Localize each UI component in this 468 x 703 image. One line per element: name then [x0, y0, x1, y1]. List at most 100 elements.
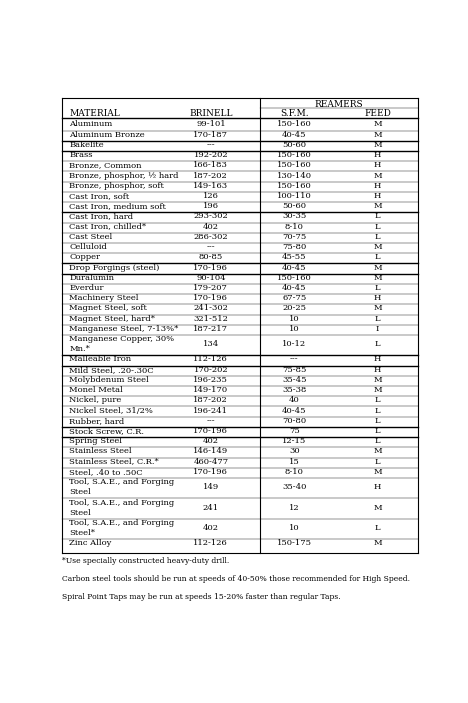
Text: L: L	[375, 427, 380, 435]
Text: L: L	[375, 458, 380, 465]
Text: I: I	[376, 325, 380, 333]
Text: Mild Steel, .20-.30C: Mild Steel, .20-.30C	[69, 366, 154, 374]
Text: Tool, S.A.E., and Forging: Tool, S.A.E., and Forging	[69, 498, 175, 507]
Text: M: M	[373, 539, 382, 548]
Text: 45-55: 45-55	[282, 253, 307, 262]
Text: 75-85: 75-85	[282, 366, 307, 374]
Text: 187-202: 187-202	[193, 396, 228, 404]
Text: 40-45: 40-45	[282, 284, 307, 292]
Text: M: M	[373, 141, 382, 149]
Text: 70-75: 70-75	[282, 233, 307, 241]
Text: 75-80: 75-80	[282, 243, 307, 251]
Text: 10: 10	[289, 315, 300, 323]
Text: Aluminum: Aluminum	[69, 120, 113, 129]
Text: M: M	[373, 304, 382, 312]
Text: 12: 12	[289, 503, 300, 512]
Text: M: M	[373, 376, 382, 384]
Text: 149-170: 149-170	[193, 386, 228, 394]
Text: 130-140: 130-140	[277, 172, 312, 179]
Text: Steel: Steel	[69, 489, 91, 496]
Text: Cast Iron, hard: Cast Iron, hard	[69, 212, 133, 221]
Text: 402: 402	[203, 437, 219, 445]
Text: 150-160: 150-160	[277, 151, 312, 159]
Text: 170-187: 170-187	[193, 131, 228, 138]
Text: 149-163: 149-163	[193, 182, 228, 190]
Text: 170-196: 170-196	[193, 427, 228, 435]
Text: Machinery Steel: Machinery Steel	[69, 294, 139, 302]
Text: Duralumin: Duralumin	[69, 273, 114, 282]
Text: 196-241: 196-241	[193, 406, 228, 415]
Text: Tool, S.A.E., and Forging: Tool, S.A.E., and Forging	[69, 478, 175, 486]
Text: 179-207: 179-207	[193, 284, 228, 292]
Text: M: M	[373, 120, 382, 129]
Text: Stainless Steel: Stainless Steel	[69, 447, 132, 456]
Text: L: L	[375, 340, 380, 348]
Text: 126: 126	[203, 192, 219, 200]
Text: BRINELL: BRINELL	[189, 109, 233, 118]
Text: Steel*: Steel*	[69, 529, 95, 537]
Text: L: L	[375, 396, 380, 404]
Text: 187-202: 187-202	[193, 172, 228, 179]
Text: Aluminum Bronze: Aluminum Bronze	[69, 131, 145, 138]
Text: 286-302: 286-302	[194, 233, 228, 241]
Text: L: L	[375, 315, 380, 323]
Text: Carbon steel tools should be run at speeds of 40-50% those recommended for High : Carbon steel tools should be run at spee…	[62, 575, 410, 583]
Text: Monel Metal: Monel Metal	[69, 386, 123, 394]
Text: Steel: Steel	[69, 509, 91, 517]
Text: 40-45: 40-45	[282, 264, 307, 271]
Text: Brass: Brass	[69, 151, 93, 159]
Text: 112-126: 112-126	[193, 356, 228, 363]
Text: Celluloid: Celluloid	[69, 243, 107, 251]
Text: H: H	[374, 294, 381, 302]
Text: 150-160: 150-160	[277, 182, 312, 190]
Text: Stock Screw, C.R.: Stock Screw, C.R.	[69, 427, 145, 435]
Text: 15: 15	[289, 458, 300, 465]
Text: REAMERS: REAMERS	[314, 100, 363, 108]
Text: L: L	[375, 406, 380, 415]
Text: M: M	[373, 243, 382, 251]
Text: 99-101: 99-101	[196, 120, 226, 129]
Text: 192-202: 192-202	[194, 151, 228, 159]
Text: Bronze, phosphor, soft: Bronze, phosphor, soft	[69, 182, 164, 190]
Text: 67-75: 67-75	[282, 294, 307, 302]
Text: Cast Iron, medium soft: Cast Iron, medium soft	[69, 202, 166, 210]
Text: Nickel, pure: Nickel, pure	[69, 396, 122, 404]
Text: 12-15: 12-15	[282, 437, 307, 445]
Text: Spring Steel: Spring Steel	[69, 437, 122, 445]
Text: L: L	[375, 284, 380, 292]
Text: Copper: Copper	[69, 253, 100, 262]
Text: Spiral Point Taps may be run at speeds 15-20% faster than regular Taps.: Spiral Point Taps may be run at speeds 1…	[62, 593, 341, 600]
Text: Molybdenum Steel: Molybdenum Steel	[69, 376, 149, 384]
Text: 20-25: 20-25	[282, 304, 306, 312]
Text: Everdur: Everdur	[69, 284, 104, 292]
Text: M: M	[373, 447, 382, 456]
Text: Manganese Steel, 7-13%*: Manganese Steel, 7-13%*	[69, 325, 179, 333]
Text: Cast Iron, soft: Cast Iron, soft	[69, 192, 130, 200]
Text: 402: 402	[203, 524, 219, 532]
Text: Bakelite: Bakelite	[69, 141, 104, 149]
Text: Cast Steel: Cast Steel	[69, 233, 113, 241]
Text: 170-196: 170-196	[193, 468, 228, 476]
Text: H: H	[374, 366, 381, 374]
Text: 35-45: 35-45	[282, 376, 307, 384]
Text: Steel, .40 to .50C: Steel, .40 to .50C	[69, 468, 143, 476]
Text: ---: ---	[206, 141, 215, 149]
Text: L: L	[375, 253, 380, 262]
Text: Tool, S.A.E., and Forging: Tool, S.A.E., and Forging	[69, 519, 175, 527]
Text: 70-80: 70-80	[282, 417, 307, 425]
Text: ---: ---	[206, 417, 215, 425]
Text: L: L	[375, 417, 380, 425]
Text: 40-45: 40-45	[282, 406, 307, 415]
Text: M: M	[373, 386, 382, 394]
Text: M: M	[373, 264, 382, 271]
Text: 293-302: 293-302	[193, 212, 228, 221]
Text: 75: 75	[289, 427, 300, 435]
Text: 196-235: 196-235	[193, 376, 228, 384]
Text: FEED: FEED	[364, 109, 391, 118]
Text: H: H	[374, 192, 381, 200]
Text: L: L	[375, 233, 380, 241]
Text: Bronze, Common: Bronze, Common	[69, 161, 142, 169]
Text: Drop Forgings (steel): Drop Forgings (steel)	[69, 264, 160, 271]
Text: Bronze, phosphor, ½ hard: Bronze, phosphor, ½ hard	[69, 172, 179, 179]
Text: M: M	[373, 131, 382, 138]
